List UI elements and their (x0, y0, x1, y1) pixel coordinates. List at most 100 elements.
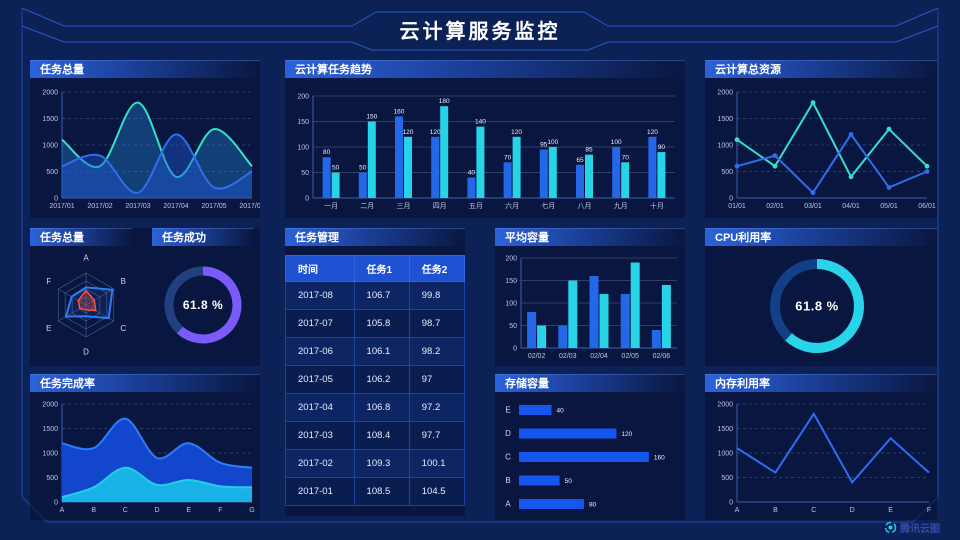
panel-title: 任务成功 (162, 232, 206, 244)
svg-text:200: 200 (505, 256, 517, 263)
svg-text:70: 70 (622, 154, 630, 161)
panel-total-resource: 云计算总资源 0 500 1000 1500 2000 01/01 02/01 03/01 04… (705, 60, 937, 218)
svg-text:65: 65 (576, 157, 584, 164)
table-cell: 109.3 (353, 449, 410, 478)
bar-chart-task-trend: 0 50 100 150 200 一月 二月 三月 四月 五月 六月 七月 八月 九月 十月 80 50 160 1… (297, 94, 675, 210)
svg-text:1500: 1500 (42, 116, 58, 123)
svg-text:C: C (120, 324, 126, 333)
svg-text:61.8 %: 61.8 % (795, 299, 838, 314)
panel-title: 云计算任务趋势 (295, 64, 372, 76)
area-chart-completion: 0 500 1000 1500 2000 A B C D E F G (42, 402, 254, 515)
svg-text:01/01: 01/01 (728, 203, 746, 210)
table-row: 2017-06 106.1 98.2 (285, 337, 466, 366)
panel-header-cpu: CPU利用率 (705, 228, 937, 246)
tencent-yuntu-logo: 腾讯云图 (884, 520, 940, 535)
table-header-cell: 任务1 (353, 255, 410, 282)
svg-text:50: 50 (359, 165, 367, 172)
table-row: 2017-04 106.8 97.2 (285, 393, 466, 422)
svg-text:B: B (91, 507, 96, 514)
svg-text:三月: 三月 (397, 202, 411, 210)
svg-text:0: 0 (54, 196, 58, 203)
svg-text:九月: 九月 (614, 201, 628, 210)
panel-completion: 任务完成率 0 500 1000 1500 2000 A B C D E F G (30, 374, 260, 520)
table-row: 2017-01 108.5 104.5 (285, 477, 466, 506)
radar-chart-task-total: A B C D E F (46, 254, 126, 357)
svg-text:120: 120 (511, 129, 522, 136)
table-cell: 2017-05 (285, 365, 355, 394)
svg-text:G: G (249, 507, 254, 514)
svg-text:02/04: 02/04 (590, 353, 608, 360)
svg-text:A: A (60, 507, 65, 514)
svg-text:D: D (505, 429, 511, 438)
svg-text:1500: 1500 (42, 426, 58, 433)
svg-text:150: 150 (297, 119, 309, 126)
svg-text:150: 150 (366, 114, 377, 121)
svg-text:2000: 2000 (42, 402, 58, 409)
svg-text:120: 120 (621, 431, 632, 438)
svg-text:50: 50 (509, 323, 517, 330)
panel-title: 云计算总资源 (715, 64, 781, 76)
svg-text:40: 40 (556, 408, 564, 415)
svg-text:120: 120 (403, 129, 414, 136)
panel-memory: 内存利用率 0 500 1000 1500 2000 A B C D E F (705, 374, 937, 520)
svg-text:90: 90 (658, 144, 666, 151)
svg-text:100: 100 (611, 139, 622, 146)
svg-text:50: 50 (301, 170, 309, 177)
table-cell: 106.2 (353, 365, 410, 394)
svg-text:0: 0 (305, 196, 309, 203)
svg-text:02/02: 02/02 (528, 353, 546, 360)
table-cell: 2017-04 (285, 393, 355, 422)
svg-text:E: E (888, 507, 893, 514)
svg-text:80: 80 (323, 149, 331, 156)
svg-text:02/06: 02/06 (653, 353, 671, 360)
table-cell: 97.2 (408, 393, 466, 422)
svg-text:十月: 十月 (650, 201, 664, 210)
panel-header-storage: 存储容量 (495, 374, 685, 392)
svg-text:06/01: 06/01 (918, 203, 936, 210)
task-table-head: 时间 任务1 任务2 (285, 255, 466, 282)
svg-text:B: B (773, 507, 778, 514)
svg-text:E: E (505, 406, 510, 415)
svg-text:A: A (505, 500, 511, 509)
panel-title: 任务总量 (40, 232, 84, 244)
svg-text:2000: 2000 (717, 90, 733, 97)
svg-text:1000: 1000 (42, 143, 58, 150)
svg-text:2017/06: 2017/06 (239, 203, 260, 210)
panel-task-total-area: 任务总量 0 500 1000 1500 2000 2017/01 2017/02 2017/… (30, 60, 260, 218)
svg-text:2000: 2000 (717, 402, 733, 409)
task-table-body: 2017-08 106.7 99.8 2017-07 105.8 98.7 2017-06 1… (285, 281, 466, 506)
svg-text:120: 120 (647, 129, 658, 136)
svg-text:95: 95 (540, 142, 548, 149)
panel-header-task-success: 任务成功 (152, 228, 254, 246)
panel-title: 任务完成率 (40, 378, 95, 390)
svg-text:02/03: 02/03 (559, 353, 577, 360)
table-row: 2017-05 106.2 97 (285, 365, 466, 394)
svg-text:2017/02: 2017/02 (87, 203, 112, 210)
svg-text:0: 0 (729, 500, 733, 507)
table-header-cell: 任务2 (408, 255, 466, 282)
svg-text:一月: 一月 (324, 202, 338, 210)
line-chart-memory: 0 500 1000 1500 2000 A B C D E F (717, 402, 931, 515)
panel-header-avg-capacity: 平均容量 (495, 228, 685, 246)
svg-text:100: 100 (297, 145, 309, 152)
panel-title: CPU利用率 (715, 232, 772, 244)
panel-title: 任务总量 (40, 64, 84, 76)
svg-text:2000: 2000 (42, 90, 58, 97)
panel-header-completion: 任务完成率 (30, 374, 260, 392)
table-cell: 106.1 (353, 337, 410, 366)
svg-text:50: 50 (332, 165, 340, 172)
bar-chart-avg-capacity: 0 50 100 150 200 02/02 02/03 02/04 02/05 02/06 (505, 256, 677, 360)
svg-text:A: A (83, 254, 89, 263)
gauge-cpu: 61.8 % (770, 259, 864, 353)
svg-text:04/01: 04/01 (842, 203, 860, 210)
svg-text:500: 500 (721, 169, 733, 176)
svg-text:1000: 1000 (42, 451, 58, 458)
svg-text:七月: 七月 (541, 201, 555, 210)
table-row: 2017-02 109.3 100.1 (285, 449, 466, 478)
svg-text:40: 40 (468, 170, 476, 177)
svg-text:F: F (46, 277, 51, 286)
svg-text:1500: 1500 (717, 116, 733, 123)
svg-text:C: C (811, 507, 816, 514)
panel-title: 内存利用率 (715, 378, 770, 390)
svg-text:八月: 八月 (578, 202, 592, 210)
